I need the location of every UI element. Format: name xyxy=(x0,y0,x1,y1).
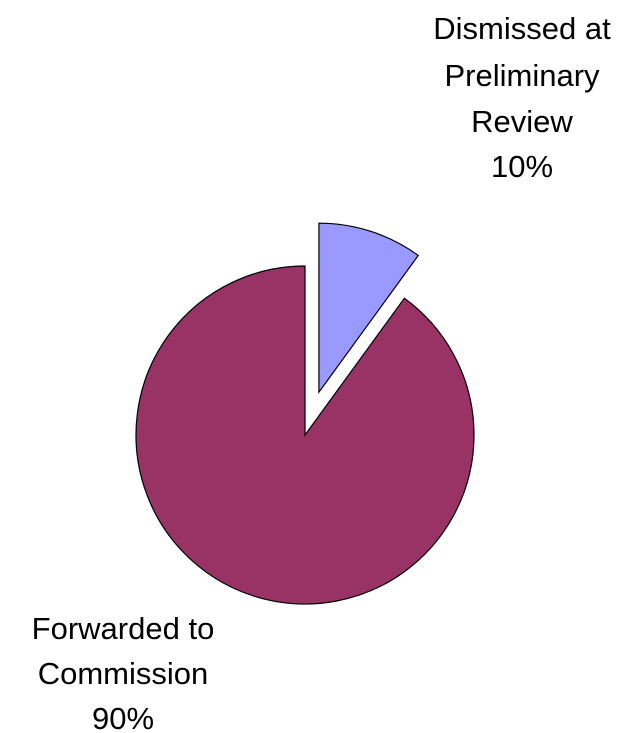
label-forwarded-line-2: Commission xyxy=(38,656,209,691)
label-forwarded-line-1: Forwarded to xyxy=(32,611,215,646)
label-dismissed-line-3: Review xyxy=(471,104,573,139)
label-dismissed-line-2: Preliminary xyxy=(444,58,600,93)
label-dismissed-line-1: Dismissed at xyxy=(433,11,611,46)
pie-slices xyxy=(135,222,475,605)
label-forwarded-percent: 90% xyxy=(92,701,154,733)
label-forwarded-to-commission: Forwarded to Commission 90% xyxy=(32,611,215,733)
slice-forwarded-to-commission xyxy=(135,265,475,605)
label-dismissed-percent: 10% xyxy=(491,149,553,184)
slice-dismissed-at-preliminary-review xyxy=(318,222,420,395)
label-dismissed-at-preliminary-review: Dismissed at Preliminary Review 10% xyxy=(433,11,611,184)
